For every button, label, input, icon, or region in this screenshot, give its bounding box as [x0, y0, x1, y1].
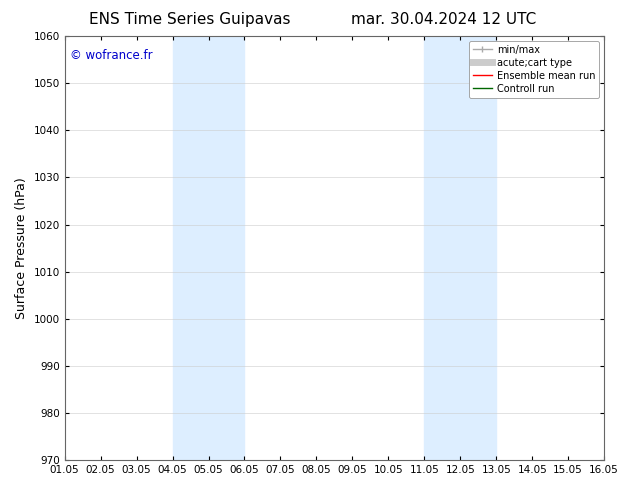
Text: ENS Time Series Guipavas: ENS Time Series Guipavas — [89, 12, 291, 27]
Bar — [424, 36, 496, 460]
Text: © wofrance.fr: © wofrance.fr — [70, 49, 153, 62]
Bar — [172, 36, 245, 460]
Legend: min/max, acute;cart type, Ensemble mean run, Controll run: min/max, acute;cart type, Ensemble mean … — [469, 41, 599, 98]
Y-axis label: Surface Pressure (hPa): Surface Pressure (hPa) — [15, 177, 28, 319]
Text: mar. 30.04.2024 12 UTC: mar. 30.04.2024 12 UTC — [351, 12, 536, 27]
